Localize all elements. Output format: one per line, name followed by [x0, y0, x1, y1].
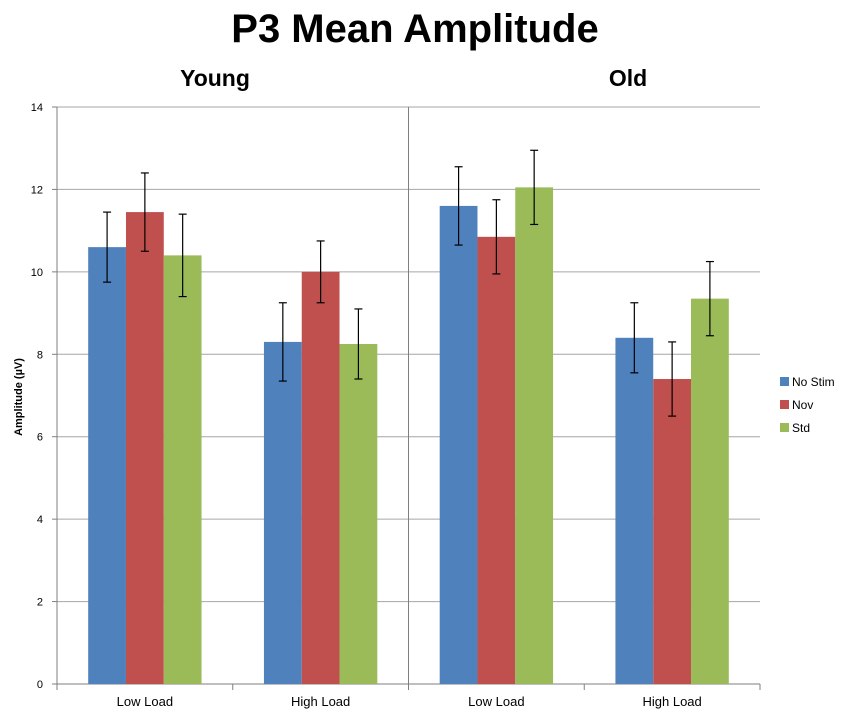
bar-young-high-load-no-stim [263, 341, 302, 684]
y-axis-title: Amplitude (µV) [13, 358, 25, 436]
bar-young-high-load-std [339, 343, 378, 684]
x-category-label: High Load [291, 694, 350, 709]
legend-swatch-no-stim [780, 377, 789, 386]
error-bars [103, 149, 714, 417]
bar-old-low-load-std [515, 187, 554, 684]
x-category-label: High Load [642, 694, 701, 709]
bar-young-low-load-no-stim [88, 247, 126, 684]
legend-label-std: Std [792, 421, 810, 435]
y-tick-label: 14 [31, 102, 43, 114]
bar-old-high-load-std [691, 298, 729, 684]
bar-old-high-load-nov [653, 379, 692, 684]
y-tick-label: 8 [37, 349, 43, 361]
bar-young-low-load-std [163, 255, 202, 684]
group-label-old: Old [609, 65, 647, 91]
x-category-label: Low Load [117, 694, 173, 709]
x-category-label: Low Load [468, 694, 524, 709]
legend-label-nov: Nov [792, 398, 813, 412]
y-tick-label: 6 [37, 432, 43, 444]
bar-old-low-load-nov [477, 236, 516, 684]
legend: No Stim Nov Std [780, 375, 835, 435]
bar-young-high-load-nov [301, 271, 340, 684]
legend-label-no-stim: No Stim [792, 375, 835, 389]
bar-old-high-load-no-stim [615, 337, 654, 684]
bars [88, 187, 729, 684]
y-tick-label: 2 [37, 597, 43, 609]
y-tick-label: 4 [37, 514, 43, 526]
legend-swatch-std [780, 423, 789, 432]
chart-title: P3 Mean Amplitude [231, 7, 598, 51]
bar-young-low-load-nov [125, 212, 164, 684]
y-tick-label: 0 [37, 679, 43, 691]
axis-labels: 0 2 4 6 8 10 12 14 Low Load High Load Low Load High… [31, 102, 702, 709]
group-label-young: Young [180, 65, 250, 91]
y-tick-label: 12 [31, 184, 43, 196]
bar-old-low-load-no-stim [439, 205, 478, 684]
y-tick-label: 10 [31, 267, 43, 279]
legend-swatch-nov [780, 400, 789, 409]
